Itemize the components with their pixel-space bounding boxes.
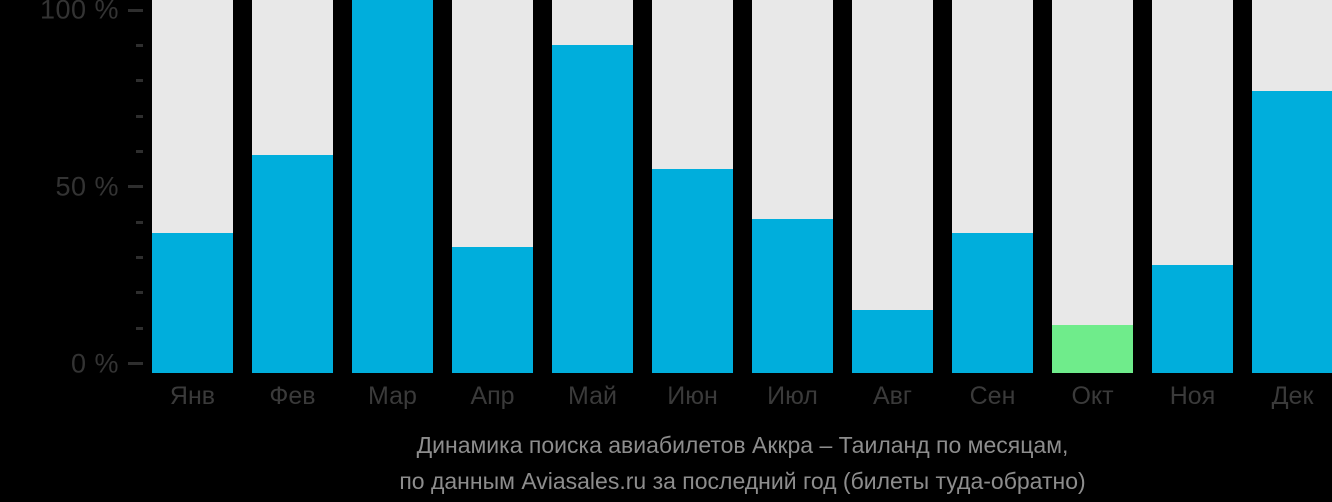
bar-column-апр[interactable] (452, 0, 533, 373)
y-axis: 0 % 50 % 100 % (0, 0, 152, 378)
chart-title: Динамика поиска авиабилетов Аккра – Таил… (152, 427, 1332, 499)
bar-column-дек[interactable] (1252, 0, 1332, 373)
bar-fill (252, 155, 333, 373)
bar-fill (952, 233, 1033, 373)
bar-column-мар[interactable] (352, 0, 433, 373)
bar-fill (752, 219, 833, 373)
y-axis-label-100: 100 % (39, 0, 119, 25)
x-axis-label-мар: Мар (368, 382, 417, 410)
x-axis-label-авг: Авг (872, 382, 913, 410)
y-axis-minor-tick (136, 326, 143, 330)
bar-column-янв[interactable] (152, 0, 233, 373)
bar-fill (152, 233, 233, 373)
chart-title-line2: по данным Aviasales.ru за последний год … (399, 468, 1086, 494)
plot-area (152, 0, 1332, 373)
bar-fill (1252, 91, 1332, 373)
y-axis-minor-tick (136, 220, 143, 224)
bar-column-окт[interactable] (1052, 0, 1133, 373)
bar-column-фев[interactable] (252, 0, 333, 373)
y-axis-major-tick (128, 185, 143, 189)
x-axis-label-май: Май (568, 382, 617, 410)
bar-fill-highlighted (1052, 325, 1133, 373)
x-axis-label-сен: Сен (969, 382, 1016, 410)
x-axis-label-апр: Апр (470, 382, 515, 410)
y-axis-minor-tick (136, 291, 143, 295)
bar-fill (652, 169, 733, 373)
x-axis-label-фев: Фев (269, 382, 316, 410)
bar-column-сен[interactable] (952, 0, 1033, 373)
bar-column-июн[interactable] (652, 0, 733, 373)
y-axis-minor-tick (136, 255, 143, 259)
y-axis-label-50: 50 % (55, 171, 119, 202)
bar-column-авг[interactable] (852, 0, 933, 373)
x-axis-label-июл: Июл (767, 382, 818, 410)
y-axis-major-tick (128, 8, 143, 12)
chart-title-line1: Динамика поиска авиабилетов Аккра – Таил… (416, 432, 1069, 458)
x-axis-labels: Янв Фев Мар Апр Май Июн Июл Авг Сен Окт Ноя Дек (169, 382, 1314, 410)
bar-fill (852, 310, 933, 373)
x-axis-label-дек: Дек (1271, 382, 1314, 410)
bar-fill (1152, 265, 1233, 373)
bar-column-ноя[interactable] (1152, 0, 1233, 373)
x-axis-label-янв: Янв (169, 382, 216, 410)
x-axis-label-июн: Июн (667, 382, 718, 410)
y-axis-label-0: 0 % (70, 348, 119, 378)
y-axis-major-tick (128, 362, 143, 365)
bar-fill (352, 0, 433, 373)
bar-fill (452, 247, 533, 373)
x-axis-label-окт: Окт (1071, 382, 1114, 410)
bar-fill (552, 45, 633, 373)
y-axis-minor-tick (136, 149, 143, 153)
bar-column-май[interactable] (552, 0, 633, 373)
y-axis-minor-tick (136, 43, 143, 47)
y-axis-minor-tick (136, 114, 143, 118)
bar-column-июл[interactable] (752, 0, 833, 373)
x-axis-label-ноя: Ноя (1169, 382, 1216, 410)
y-axis-minor-tick (136, 79, 143, 83)
